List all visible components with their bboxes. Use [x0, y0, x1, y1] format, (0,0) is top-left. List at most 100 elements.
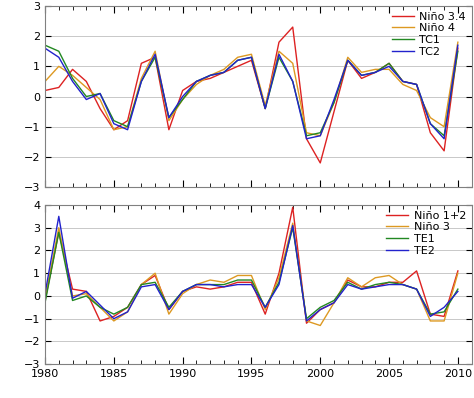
- Niño 3: [125, 310, 130, 314]
- TC1: [111, 118, 117, 123]
- TC2: [138, 79, 144, 84]
- Niño 3: [83, 291, 89, 296]
- Line: Niño 3: Niño 3: [45, 223, 458, 326]
- TE2: [345, 282, 351, 287]
- TE2: [97, 302, 103, 307]
- Niño 1+2: [373, 285, 378, 289]
- TE2: [193, 282, 199, 287]
- Niño 1+2: [428, 312, 433, 316]
- TC2: [193, 79, 199, 84]
- Niño 4: [331, 100, 337, 105]
- TE2: [152, 282, 158, 287]
- TE2: [207, 282, 213, 287]
- TE2: [125, 310, 130, 314]
- Niño 4: [207, 73, 213, 78]
- Niño 4: [166, 118, 172, 123]
- TE1: [455, 287, 461, 291]
- Niño 4: [414, 88, 419, 93]
- Niño 1+2: [235, 280, 240, 285]
- Niño 1+2: [263, 312, 268, 316]
- Niño 3.4: [386, 61, 392, 66]
- Niño 3: [304, 318, 310, 323]
- Niño 4: [441, 124, 447, 129]
- TC2: [386, 64, 392, 69]
- TC2: [304, 137, 310, 141]
- Niño 4: [318, 133, 323, 138]
- TC2: [111, 121, 117, 126]
- TE2: [221, 285, 227, 289]
- Niño 3.4: [318, 160, 323, 165]
- TC2: [235, 58, 240, 62]
- TE1: [70, 298, 75, 303]
- Niño 3.4: [56, 85, 62, 90]
- TC2: [263, 106, 268, 111]
- TE2: [318, 307, 323, 312]
- TC2: [42, 46, 48, 51]
- TE1: [373, 282, 378, 287]
- Niño 3: [235, 273, 240, 278]
- TE1: [263, 305, 268, 310]
- TE2: [56, 214, 62, 219]
- TE2: [138, 285, 144, 289]
- TE1: [276, 280, 282, 285]
- TE1: [290, 225, 296, 230]
- Niño 3: [70, 294, 75, 298]
- Niño 4: [152, 49, 158, 54]
- Niño 4: [373, 67, 378, 72]
- Niño 3.4: [455, 46, 461, 51]
- Niño 3.4: [221, 70, 227, 75]
- Niño 3: [111, 318, 117, 323]
- Niño 4: [180, 97, 185, 102]
- TC1: [193, 79, 199, 84]
- TE2: [70, 296, 75, 300]
- TC1: [318, 131, 323, 135]
- Niño 3.4: [276, 40, 282, 45]
- TE2: [248, 282, 254, 287]
- TC1: [248, 55, 254, 60]
- TC1: [180, 97, 185, 102]
- TC1: [152, 55, 158, 60]
- Niño 3.4: [373, 70, 378, 75]
- TE1: [331, 298, 337, 303]
- Niño 4: [138, 76, 144, 81]
- Niño 4: [125, 124, 130, 129]
- TC2: [97, 91, 103, 96]
- TC2: [359, 73, 365, 78]
- TE1: [42, 300, 48, 305]
- Niño 3.4: [428, 131, 433, 135]
- TC2: [428, 121, 433, 126]
- Niño 3.4: [400, 79, 406, 84]
- Niño 1+2: [359, 285, 365, 289]
- TC2: [70, 79, 75, 84]
- Niño 3: [221, 280, 227, 285]
- TE1: [125, 305, 130, 310]
- Niño 3.4: [441, 148, 447, 153]
- TE1: [207, 282, 213, 287]
- TE2: [235, 282, 240, 287]
- Niño 3: [207, 278, 213, 283]
- Niño 4: [193, 82, 199, 87]
- Niño 4: [263, 103, 268, 108]
- Niño 4: [111, 127, 117, 132]
- Niño 3: [276, 275, 282, 280]
- TE2: [386, 282, 392, 287]
- TE1: [414, 287, 419, 291]
- TC1: [414, 82, 419, 87]
- TC1: [373, 70, 378, 75]
- Niño 4: [400, 82, 406, 87]
- Niño 1+2: [414, 269, 419, 273]
- TC1: [56, 49, 62, 54]
- TC1: [263, 106, 268, 111]
- TE1: [166, 305, 172, 310]
- Line: TC2: TC2: [45, 45, 458, 139]
- TC2: [318, 133, 323, 138]
- Niño 1+2: [276, 271, 282, 275]
- Niño 1+2: [441, 314, 447, 319]
- Niño 1+2: [304, 321, 310, 326]
- Niño 4: [276, 49, 282, 54]
- Line: TC1: TC1: [45, 45, 458, 136]
- TC1: [428, 121, 433, 126]
- Niño 3.4: [414, 82, 419, 87]
- Niño 4: [290, 61, 296, 66]
- Niño 3.4: [125, 118, 130, 123]
